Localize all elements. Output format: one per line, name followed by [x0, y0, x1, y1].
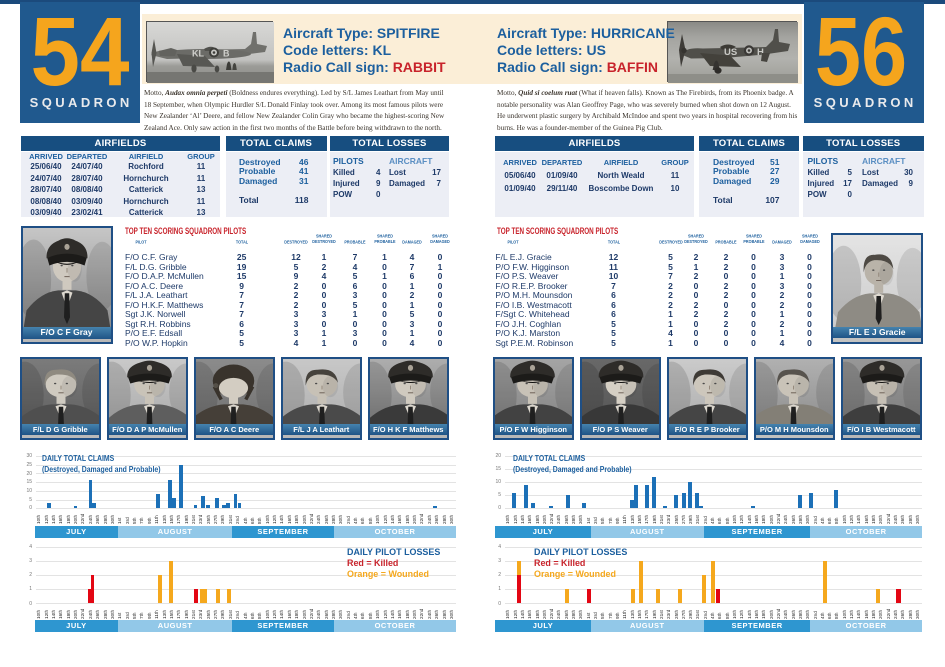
svg-text:H: H: [757, 47, 764, 58]
svg-text:KL: KL: [192, 48, 204, 58]
svg-text:B: B: [223, 48, 230, 58]
svg-text:US: US: [724, 47, 737, 58]
